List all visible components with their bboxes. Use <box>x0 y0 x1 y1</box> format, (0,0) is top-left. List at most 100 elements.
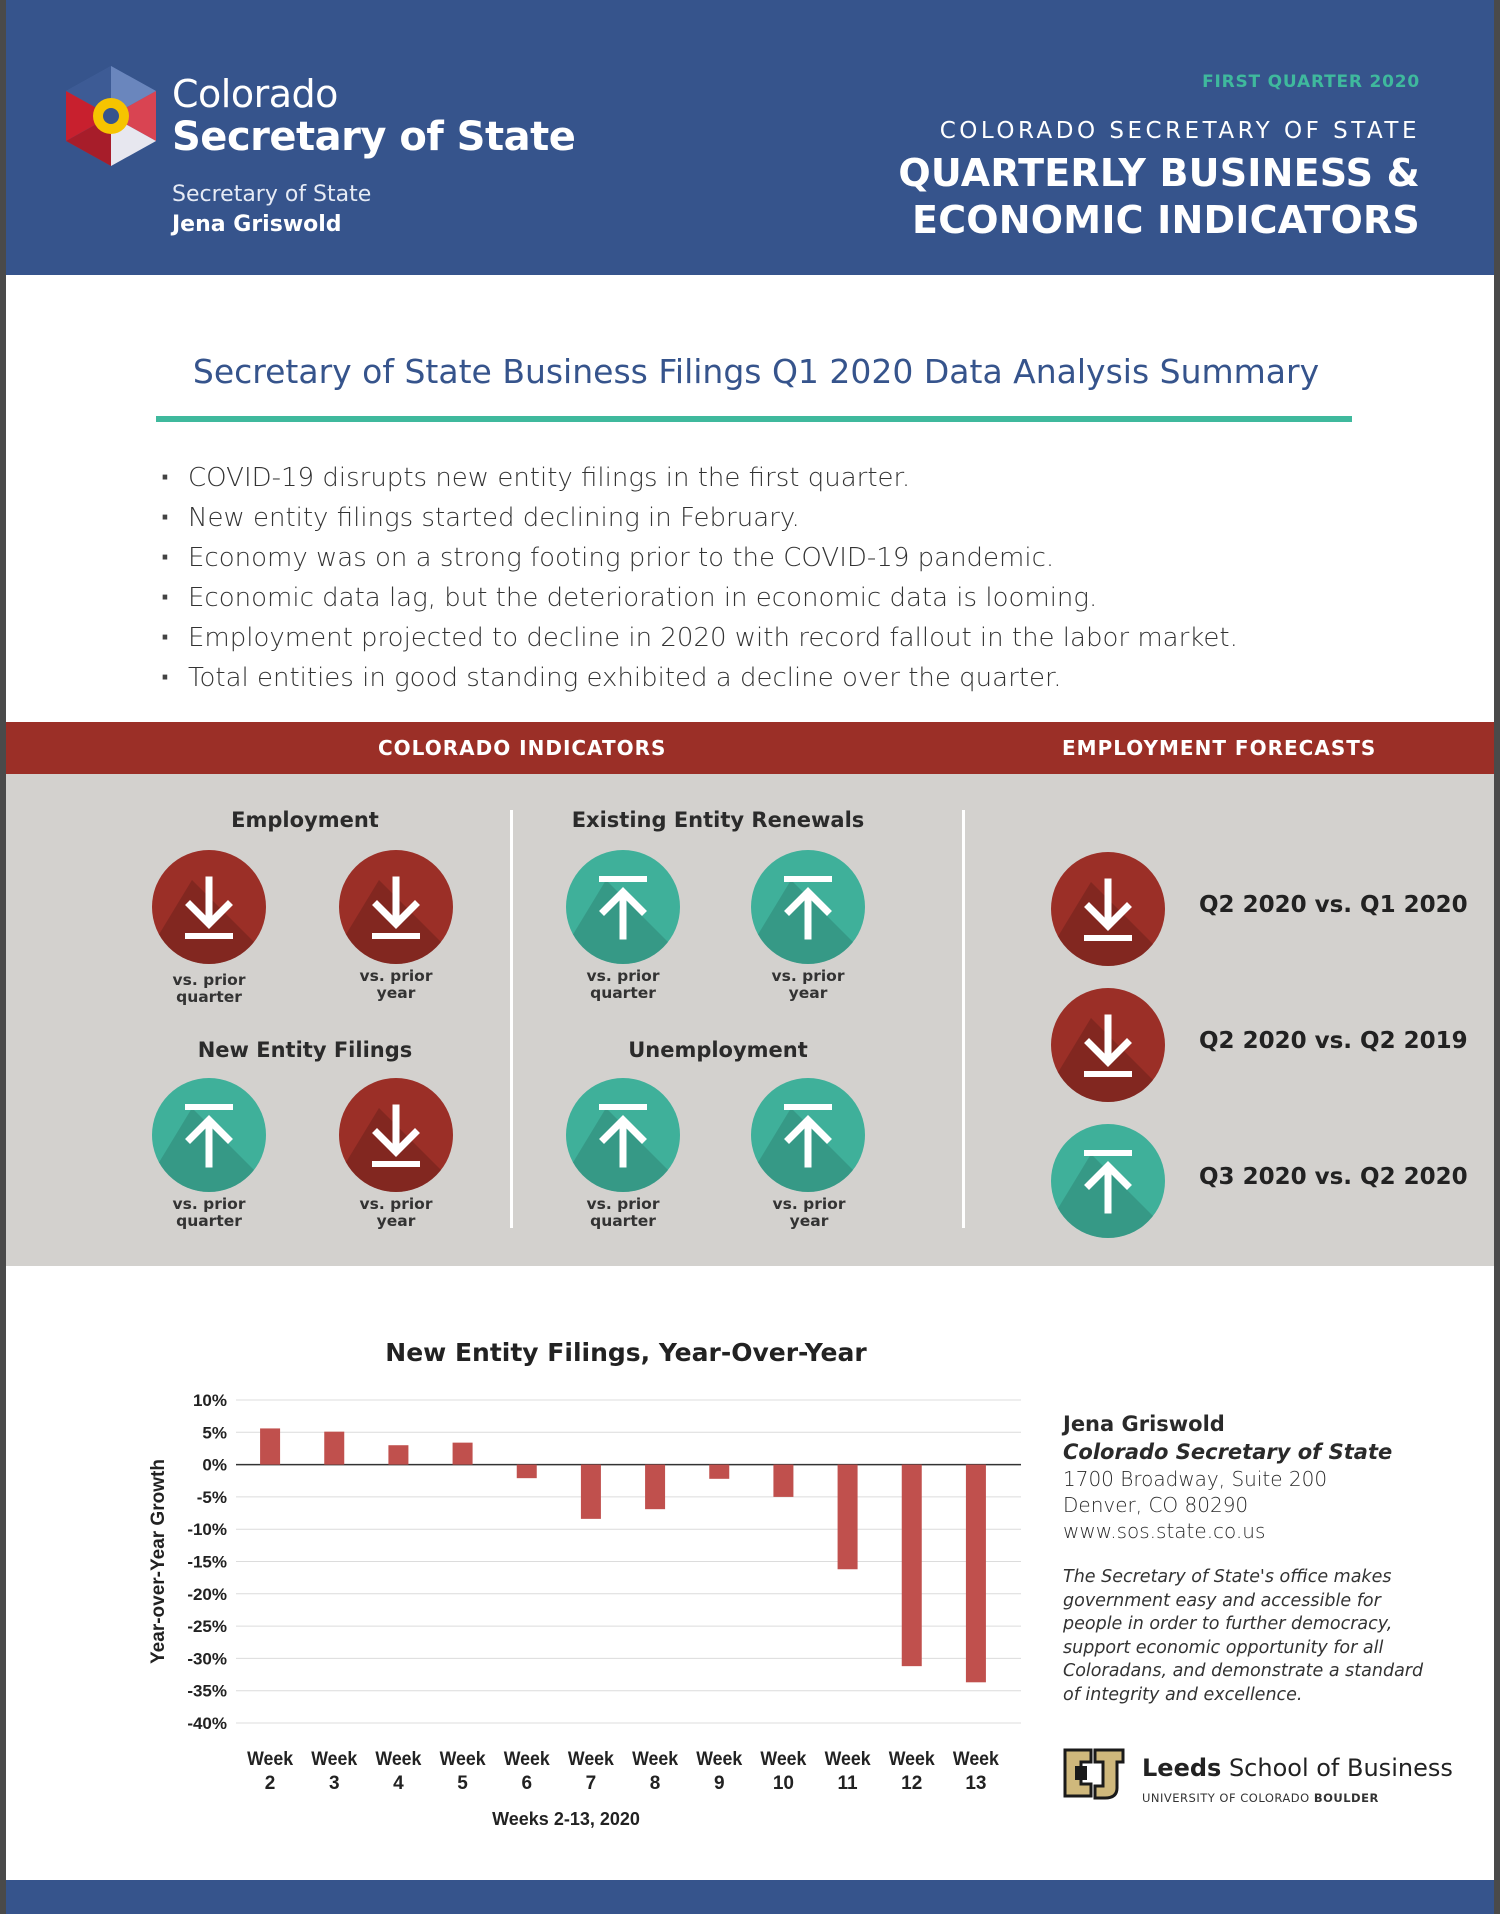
x-tick-label: Week <box>568 1749 614 1770</box>
indicator-renewals-vs-prior-year <box>751 850 865 964</box>
contact-address1: 1700 Broadway, Suite 200 <box>1063 1467 1328 1491</box>
indicator-caption: vs. prior year <box>771 967 845 1002</box>
summary-bullet: Employment projected to decline in 2020 … <box>158 618 1238 658</box>
panel-divider <box>510 810 513 1228</box>
x-tick-label: 2 <box>265 1773 276 1794</box>
chart-title: New Entity Filings, Year-Over-Year <box>385 1338 867 1367</box>
forecast-q3-vs-q2 <box>1051 1124 1165 1238</box>
summary-bullet: New entity filings started declining in … <box>158 498 1238 538</box>
x-tick-label: Week <box>375 1749 421 1770</box>
arrow-down-icon <box>1051 1014 1165 1102</box>
header-banner: Colorado Secretary of State Secretary of… <box>6 0 1494 275</box>
x-tick-label: Week <box>440 1749 486 1770</box>
y-axis-label: Year-over-Year Growth <box>148 1459 169 1664</box>
contact-website[interactable]: www.sos.state.co.us <box>1063 1519 1266 1543</box>
band-label-colorado-indicators: COLORADO INDICATORS <box>378 736 667 760</box>
group-title-unemployment: Unemployment <box>628 1038 808 1062</box>
chart-bar <box>580 1464 601 1519</box>
indicator-employment-vs-prior-quarter <box>152 850 266 964</box>
x-tick-label: 8 <box>650 1773 661 1794</box>
indicator-renewals-vs-prior-quarter <box>566 850 680 964</box>
office-label: COLORADO SECRETARY OF STATE <box>939 118 1420 144</box>
x-tick-label: 10 <box>773 1773 794 1794</box>
arrow-down-icon <box>152 876 266 964</box>
forecast-q2-vs-q2-2019 <box>1051 988 1165 1102</box>
chart-bar <box>709 1464 730 1479</box>
band-label-employment-forecasts: EMPLOYMENT FORECASTS <box>1062 736 1377 760</box>
contact-address2: Denver, CO 80290 <box>1063 1493 1249 1517</box>
summary-bullet: Economy was on a strong footing prior to… <box>158 538 1238 578</box>
chart-bar <box>965 1464 986 1683</box>
indicator-caption: vs. prior year <box>772 1195 846 1230</box>
quarter-label: FIRST QUARTER 2020 <box>1202 72 1420 92</box>
x-tick-label: 6 <box>521 1773 532 1794</box>
colorado-sos-logo-icon <box>66 66 156 166</box>
chart-bar <box>260 1428 281 1465</box>
contact-name: Jena Griswold <box>1063 1412 1225 1436</box>
arrow-up-icon <box>1051 1150 1165 1238</box>
indicator-employment-vs-prior-year <box>339 850 453 964</box>
summary-divider <box>156 416 1352 422</box>
leeds-name: Leeds School of Business <box>1142 1754 1453 1782</box>
y-tick-label: 0% <box>202 1456 227 1475</box>
arrow-up-icon <box>566 876 680 964</box>
chart-bar <box>773 1464 794 1497</box>
x-tick-label: 13 <box>965 1773 986 1794</box>
logo-line-secretary: Secretary of State <box>172 114 576 160</box>
chart-bar <box>388 1445 409 1465</box>
y-tick-label: -5% <box>197 1488 227 1507</box>
arrow-up-icon <box>566 1104 680 1192</box>
y-tick-label: -35% <box>187 1682 227 1701</box>
arrow-up-icon <box>751 876 865 964</box>
x-tick-label: Week <box>953 1749 999 1770</box>
indicators-band: COLORADO INDICATORS EMPLOYMENT FORECASTS <box>6 722 1494 774</box>
summary-title: Secretary of State Business Filings Q1 2… <box>192 352 1320 391</box>
y-tick-label: -25% <box>187 1617 227 1636</box>
summary-bullets: COVID-19 disrupts new entity filings in … <box>158 458 1238 698</box>
contact-title: Colorado Secretary of State <box>1063 1440 1393 1464</box>
arrow-up-icon <box>152 1104 266 1192</box>
x-tick-label: 11 <box>838 1773 859 1794</box>
y-tick-label: -10% <box>187 1520 227 1539</box>
x-tick-label: Week <box>760 1749 806 1770</box>
indicators-panel: Employment Existing Entity Renewals New … <box>6 774 1494 1266</box>
chart-bar <box>901 1464 922 1667</box>
indicator-caption: vs. prior quarter <box>172 971 246 1006</box>
indicator-caption: vs. prior quarter <box>586 967 660 1002</box>
indicator-caption: vs. prior year <box>359 1195 433 1230</box>
arrow-down-icon <box>1051 878 1165 966</box>
x-axis-label: Weeks 2-13, 2020 <box>492 1809 640 1829</box>
x-tick-label: 9 <box>714 1773 725 1794</box>
y-tick-label: -40% <box>187 1714 227 1733</box>
chart-bar <box>452 1442 473 1465</box>
panel-divider <box>962 810 965 1228</box>
chart-bar <box>837 1464 858 1570</box>
forecast-label: Q2 2020 vs. Q2 2019 <box>1199 1028 1468 1054</box>
x-tick-label: 4 <box>393 1773 404 1794</box>
forecast-label: Q3 2020 vs. Q2 2020 <box>1199 1164 1468 1190</box>
indicator-caption: vs. prior year <box>359 967 433 1002</box>
footer-bar <box>6 1880 1494 1914</box>
group-title-new-entity-filings: New Entity Filings <box>197 1038 413 1062</box>
x-tick-label: Week <box>889 1749 935 1770</box>
forecast-label: Q2 2020 vs. Q1 2020 <box>1199 892 1468 918</box>
summary-bullet: COVID-19 disrupts new entity filings in … <box>158 458 1238 498</box>
report-title: QUARTERLY BUSINESS & ECONOMIC INDICATORS <box>898 150 1420 244</box>
leeds-subtitle: UNIVERSITY OF COLORADO BOULDER <box>1142 1791 1379 1805</box>
indicator-new-filings-vs-prior-year <box>339 1078 453 1192</box>
x-tick-label: Week <box>696 1749 742 1770</box>
indicator-caption: vs. prior quarter <box>586 1195 660 1230</box>
contact-block: Jena Griswold Colorado Secretary of Stat… <box>1063 1410 1392 1544</box>
cu-boulder-logo-icon <box>1063 1748 1125 1800</box>
summary-bullet: Economic data lag, but the deterioration… <box>158 578 1238 618</box>
mission-statement: The Secretary of State's office makes go… <box>1063 1567 1424 1705</box>
report-title-line1: QUARTERLY BUSINESS & <box>898 151 1420 195</box>
x-tick-label: Week <box>311 1749 357 1770</box>
indicator-new-filings-vs-prior-quarter <box>152 1078 266 1192</box>
sos-label: Secretary of State <box>172 182 372 207</box>
indicator-unemployment-vs-prior-quarter <box>566 1078 680 1192</box>
arrow-up-icon <box>751 1104 865 1192</box>
x-tick-label: Week <box>247 1749 293 1770</box>
report-title-line2: ECONOMIC INDICATORS <box>912 198 1420 242</box>
x-tick-label: 7 <box>586 1773 597 1794</box>
